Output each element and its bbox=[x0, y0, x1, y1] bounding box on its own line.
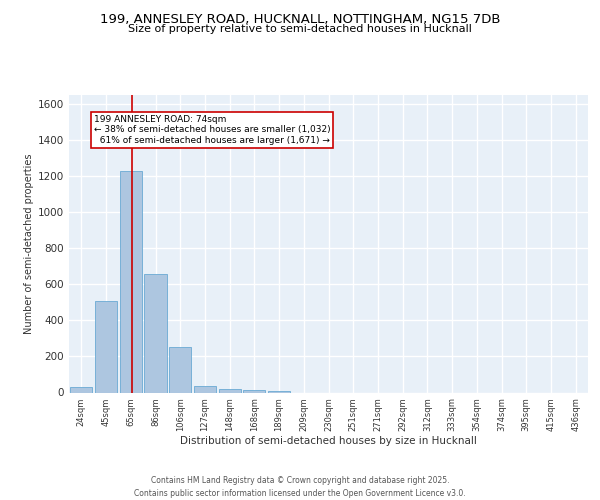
Text: 199, ANNESLEY ROAD, HUCKNALL, NOTTINGHAM, NG15 7DB: 199, ANNESLEY ROAD, HUCKNALL, NOTTINGHAM… bbox=[100, 12, 500, 26]
X-axis label: Distribution of semi-detached houses by size in Hucknall: Distribution of semi-detached houses by … bbox=[180, 436, 477, 446]
Bar bbox=[145, 274, 167, 392]
Bar bbox=[218, 388, 241, 392]
Bar bbox=[95, 302, 117, 392]
Text: Size of property relative to semi-detached houses in Hucknall: Size of property relative to semi-detach… bbox=[128, 24, 472, 34]
Bar bbox=[268, 390, 290, 392]
Bar bbox=[70, 387, 92, 392]
Y-axis label: Number of semi-detached properties: Number of semi-detached properties bbox=[24, 154, 34, 334]
Text: 199 ANNESLEY ROAD: 74sqm
← 38% of semi-detached houses are smaller (1,032)
  61%: 199 ANNESLEY ROAD: 74sqm ← 38% of semi-d… bbox=[94, 115, 331, 144]
Bar bbox=[194, 386, 216, 392]
Text: Contains HM Land Registry data © Crown copyright and database right 2025.
Contai: Contains HM Land Registry data © Crown c… bbox=[134, 476, 466, 498]
Bar bbox=[243, 390, 265, 392]
Bar bbox=[119, 170, 142, 392]
Bar bbox=[169, 346, 191, 393]
